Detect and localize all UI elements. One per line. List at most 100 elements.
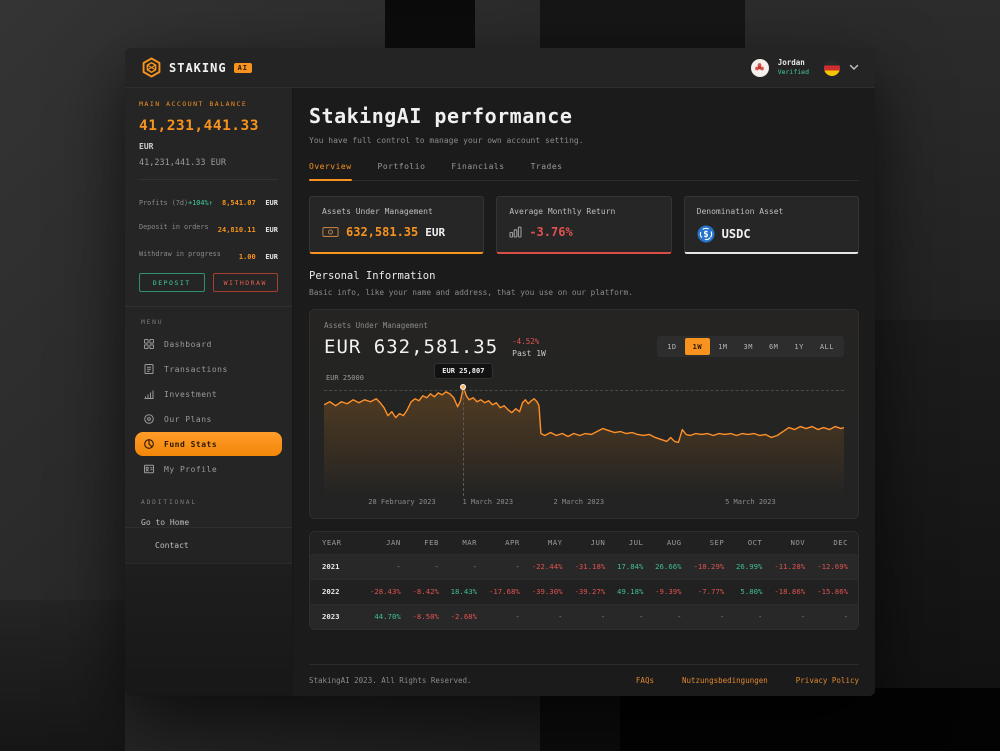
return-cell: -39.30% bbox=[529, 579, 573, 605]
section-title: Personal Information bbox=[309, 270, 436, 282]
aum-chart-svg bbox=[324, 372, 844, 496]
return-cell: -11.28% bbox=[772, 554, 816, 580]
sidebar-item-fund-stats[interactable]: Fund Stats bbox=[135, 432, 282, 456]
background-shape bbox=[0, 600, 125, 751]
year-cell: 2022 bbox=[310, 579, 368, 605]
stat-currency: EUR bbox=[265, 226, 278, 234]
range-1y[interactable]: 1Y bbox=[786, 338, 811, 355]
background-shape bbox=[870, 320, 1000, 751]
staking-logo-icon bbox=[142, 57, 161, 78]
copyright: StakingAI 2023. All Rights Reserved. bbox=[309, 676, 472, 685]
return-cell: - bbox=[719, 612, 725, 622]
range-all[interactable]: ALL bbox=[812, 338, 842, 355]
footer-link[interactable]: Nutzungsbedingungen bbox=[681, 676, 768, 685]
aum-chart[interactable]: EUR 25000 EUR 25,807 bbox=[324, 363, 844, 496]
range-1w[interactable]: 1W bbox=[684, 338, 711, 355]
sidebar-item-go-home[interactable]: Go to Home bbox=[141, 518, 190, 527]
range-1m[interactable]: 1M bbox=[710, 338, 735, 355]
x-axis-label: 5 March 2023 bbox=[725, 498, 776, 506]
return-cell: - bbox=[600, 612, 606, 622]
stat-label: Withdraw in progress bbox=[139, 249, 221, 258]
sidebar-item-label: My Profile bbox=[164, 464, 218, 474]
withdraw-button[interactable]: WITHDRAW bbox=[212, 273, 278, 292]
balance-currency: EUR bbox=[139, 142, 154, 151]
column-header: JAN bbox=[368, 532, 411, 555]
dashboard-icon bbox=[144, 339, 154, 349]
aum-chart-card: Assets Under Management EUR 632,581.35 -… bbox=[309, 309, 859, 519]
sidebar-item-label: Fund Stats bbox=[164, 439, 218, 449]
card-value: -3.76% bbox=[529, 225, 573, 239]
return-cell: -8.50% bbox=[412, 612, 439, 622]
sidebar-item-my-profile[interactable]: My Profile bbox=[135, 457, 282, 481]
gridline-25000 bbox=[324, 389, 844, 391]
sidebar-item-label: Investment bbox=[164, 389, 218, 399]
chart-tooltip: EUR 25,807 bbox=[434, 363, 493, 379]
sidebar-item-our-plans[interactable]: Our Plans bbox=[135, 407, 282, 431]
column-header: JUL bbox=[615, 532, 654, 555]
column-header: AUG bbox=[653, 532, 692, 555]
return-cell: -28.43% bbox=[368, 579, 411, 605]
return-cell: - bbox=[677, 612, 682, 622]
brand-badge: AI bbox=[233, 62, 253, 73]
sidebar-item-label: Our Plans bbox=[164, 414, 212, 424]
balance-value: 41,231,441.33 bbox=[139, 118, 259, 134]
card-value: 632,581.35 bbox=[346, 225, 419, 239]
marker-dot bbox=[460, 383, 467, 390]
returns-table-body: 2021- - - - -22.44% -31.18% 17.84% 26.66% -10.29… bbox=[310, 554, 858, 629]
return-cell: - bbox=[757, 612, 763, 622]
sidebar-item-contact[interactable]: Contact bbox=[125, 527, 292, 563]
sidebar-item-investment[interactable]: Investment bbox=[135, 382, 282, 406]
sidebar-item-dashboard[interactable]: Dashboard bbox=[135, 332, 282, 356]
chart-header: EUR 632,581.35 -4.52% Past 1W 1D 1W 1M 3M 6M… bbox=[324, 336, 844, 358]
returns-table-head-row: YEAR JAN FEB MAR APR MAY JUN JUL AUG SEP OCT NOV DEC bbox=[310, 532, 858, 555]
divider bbox=[139, 179, 278, 180]
return-cell: - bbox=[368, 554, 411, 580]
range-3m[interactable]: 3M bbox=[736, 338, 761, 355]
column-header: DEC bbox=[815, 532, 858, 555]
brand[interactable]: STAKING AI bbox=[141, 57, 253, 78]
user-meta: Jordan Verified bbox=[778, 58, 809, 76]
user-menu[interactable]: Jordan Verified bbox=[750, 58, 859, 77]
banknote-icon bbox=[322, 227, 339, 237]
range-1d[interactable]: 1D bbox=[659, 338, 684, 355]
table-row: 2021- - - - -22.44% -31.18% 17.84% 26.66% -10.29… bbox=[310, 554, 858, 580]
user-name: Jordan bbox=[777, 58, 805, 68]
sidebar-item-label: Transactions bbox=[164, 364, 228, 374]
column-header: APR bbox=[487, 532, 530, 555]
sidebar-item-transactions[interactable]: Transactions bbox=[135, 357, 282, 381]
transactions-icon bbox=[144, 364, 154, 374]
return-cell: - bbox=[515, 612, 520, 622]
deposit-button[interactable]: DEPOSIT bbox=[139, 273, 205, 292]
return-cell: - bbox=[843, 612, 848, 622]
footer: StakingAI 2023. All Rights Reserved. FAQ… bbox=[309, 664, 859, 696]
footer-link[interactable]: FAQs bbox=[635, 676, 654, 685]
monthly-returns-table: YEAR JAN FEB MAR APR MAY JUN JUL AUG SEP OCT NOV DEC… bbox=[309, 531, 859, 630]
x-axis-label: 28 February 2023 bbox=[368, 498, 436, 506]
bar-chart-icon bbox=[509, 226, 522, 238]
footer-link[interactable]: Privacy Policy bbox=[795, 676, 859, 685]
return-cell: 17.84% bbox=[615, 554, 654, 580]
return-cell: -17.68% bbox=[487, 579, 530, 605]
return-cell: -12.69% bbox=[815, 554, 858, 580]
footer-links: FAQs Nutzungsbedingungen Privacy Policy bbox=[636, 676, 859, 685]
sidebar-bottom-panel bbox=[125, 563, 292, 696]
column-header: MAY bbox=[529, 532, 573, 555]
chart-label: Assets Under Management bbox=[324, 321, 428, 330]
card-value: USDC bbox=[721, 227, 751, 241]
stat-currency: EUR bbox=[265, 199, 278, 207]
menu-block: MENU Dashboard Transactions Investmen bbox=[125, 306, 292, 527]
german-flag-icon[interactable] bbox=[824, 59, 840, 76]
tab-overview[interactable]: Overview bbox=[309, 162, 352, 181]
chevron-down-icon[interactable] bbox=[849, 64, 859, 71]
tab-portfolio[interactable]: Portfolio bbox=[377, 162, 426, 171]
tab-trades[interactable]: Trades bbox=[530, 162, 563, 171]
card-monthly-return: Average Monthly Return -3.76% bbox=[496, 196, 672, 254]
card-denomination-asset: Denomination Asset $ USDC bbox=[683, 196, 859, 254]
usdc-icon: $ bbox=[697, 225, 715, 243]
tab-financials[interactable]: Financials bbox=[451, 162, 505, 171]
x-axis-label: 1 March 2023 bbox=[462, 498, 514, 506]
return-cell: 44.70% bbox=[374, 612, 401, 622]
return-cell: - bbox=[800, 612, 806, 622]
range-6m[interactable]: 6M bbox=[761, 338, 786, 355]
return-cell: -9.39% bbox=[653, 579, 692, 605]
